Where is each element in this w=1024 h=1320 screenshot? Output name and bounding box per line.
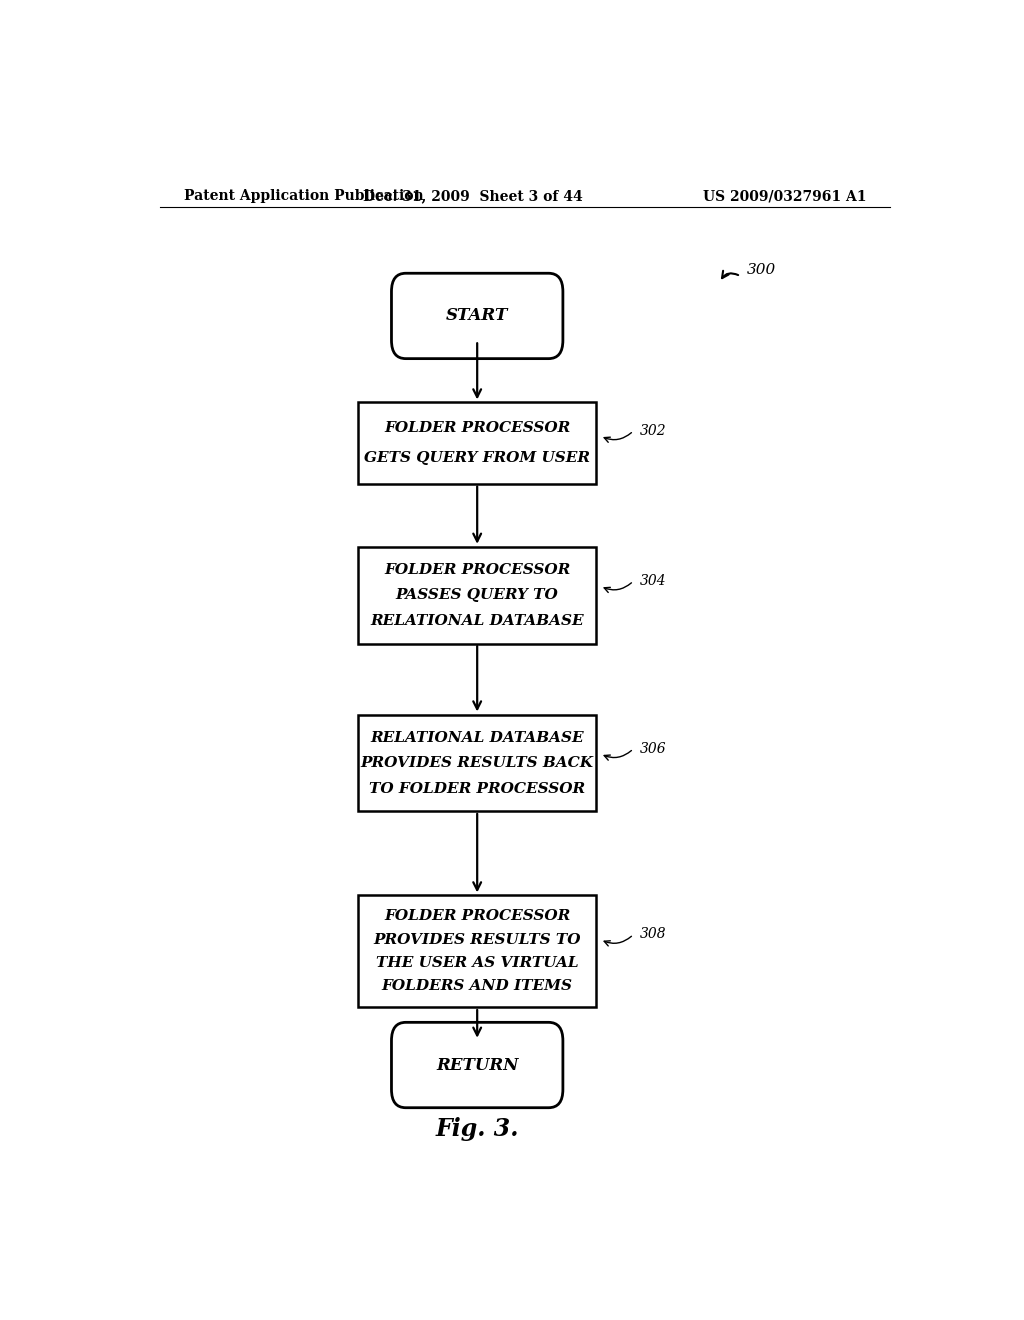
Text: THE USER AS VIRTUAL: THE USER AS VIRTUAL [376,956,579,970]
Text: Dec. 31, 2009  Sheet 3 of 44: Dec. 31, 2009 Sheet 3 of 44 [364,189,583,203]
Text: FOLDER PROCESSOR: FOLDER PROCESSOR [384,564,570,577]
Text: 300: 300 [748,263,776,277]
Text: 302: 302 [640,424,667,438]
Text: RETURN: RETURN [436,1056,518,1073]
FancyBboxPatch shape [391,1022,563,1107]
FancyBboxPatch shape [358,548,596,644]
Text: US 2009/0327961 A1: US 2009/0327961 A1 [702,189,866,203]
FancyBboxPatch shape [358,403,596,483]
Text: Patent Application Publication: Patent Application Publication [183,189,423,203]
Text: PASSES QUERY TO: PASSES QUERY TO [396,589,558,602]
FancyBboxPatch shape [391,273,563,359]
Text: PROVIDES RESULTS TO: PROVIDES RESULTS TO [374,932,581,946]
Text: 304: 304 [640,574,667,587]
Text: FOLDER PROCESSOR: FOLDER PROCESSOR [384,909,570,923]
Text: TO FOLDER PROCESSOR: TO FOLDER PROCESSOR [369,781,586,796]
FancyBboxPatch shape [358,895,596,1007]
Text: FOLDER PROCESSOR: FOLDER PROCESSOR [384,421,570,436]
Text: 306: 306 [640,742,667,755]
Text: 308: 308 [640,928,667,941]
Text: START: START [446,308,508,325]
Text: GETS QUERY FROM USER: GETS QUERY FROM USER [365,450,590,465]
Text: Fig. 3.: Fig. 3. [435,1117,519,1140]
Text: RELATIONAL DATABASE: RELATIONAL DATABASE [371,731,584,744]
Text: PROVIDES RESULTS BACK: PROVIDES RESULTS BACK [360,756,594,770]
Text: FOLDERS AND ITEMS: FOLDERS AND ITEMS [382,979,572,993]
Text: RELATIONAL DATABASE: RELATIONAL DATABASE [371,614,584,628]
FancyBboxPatch shape [358,715,596,812]
